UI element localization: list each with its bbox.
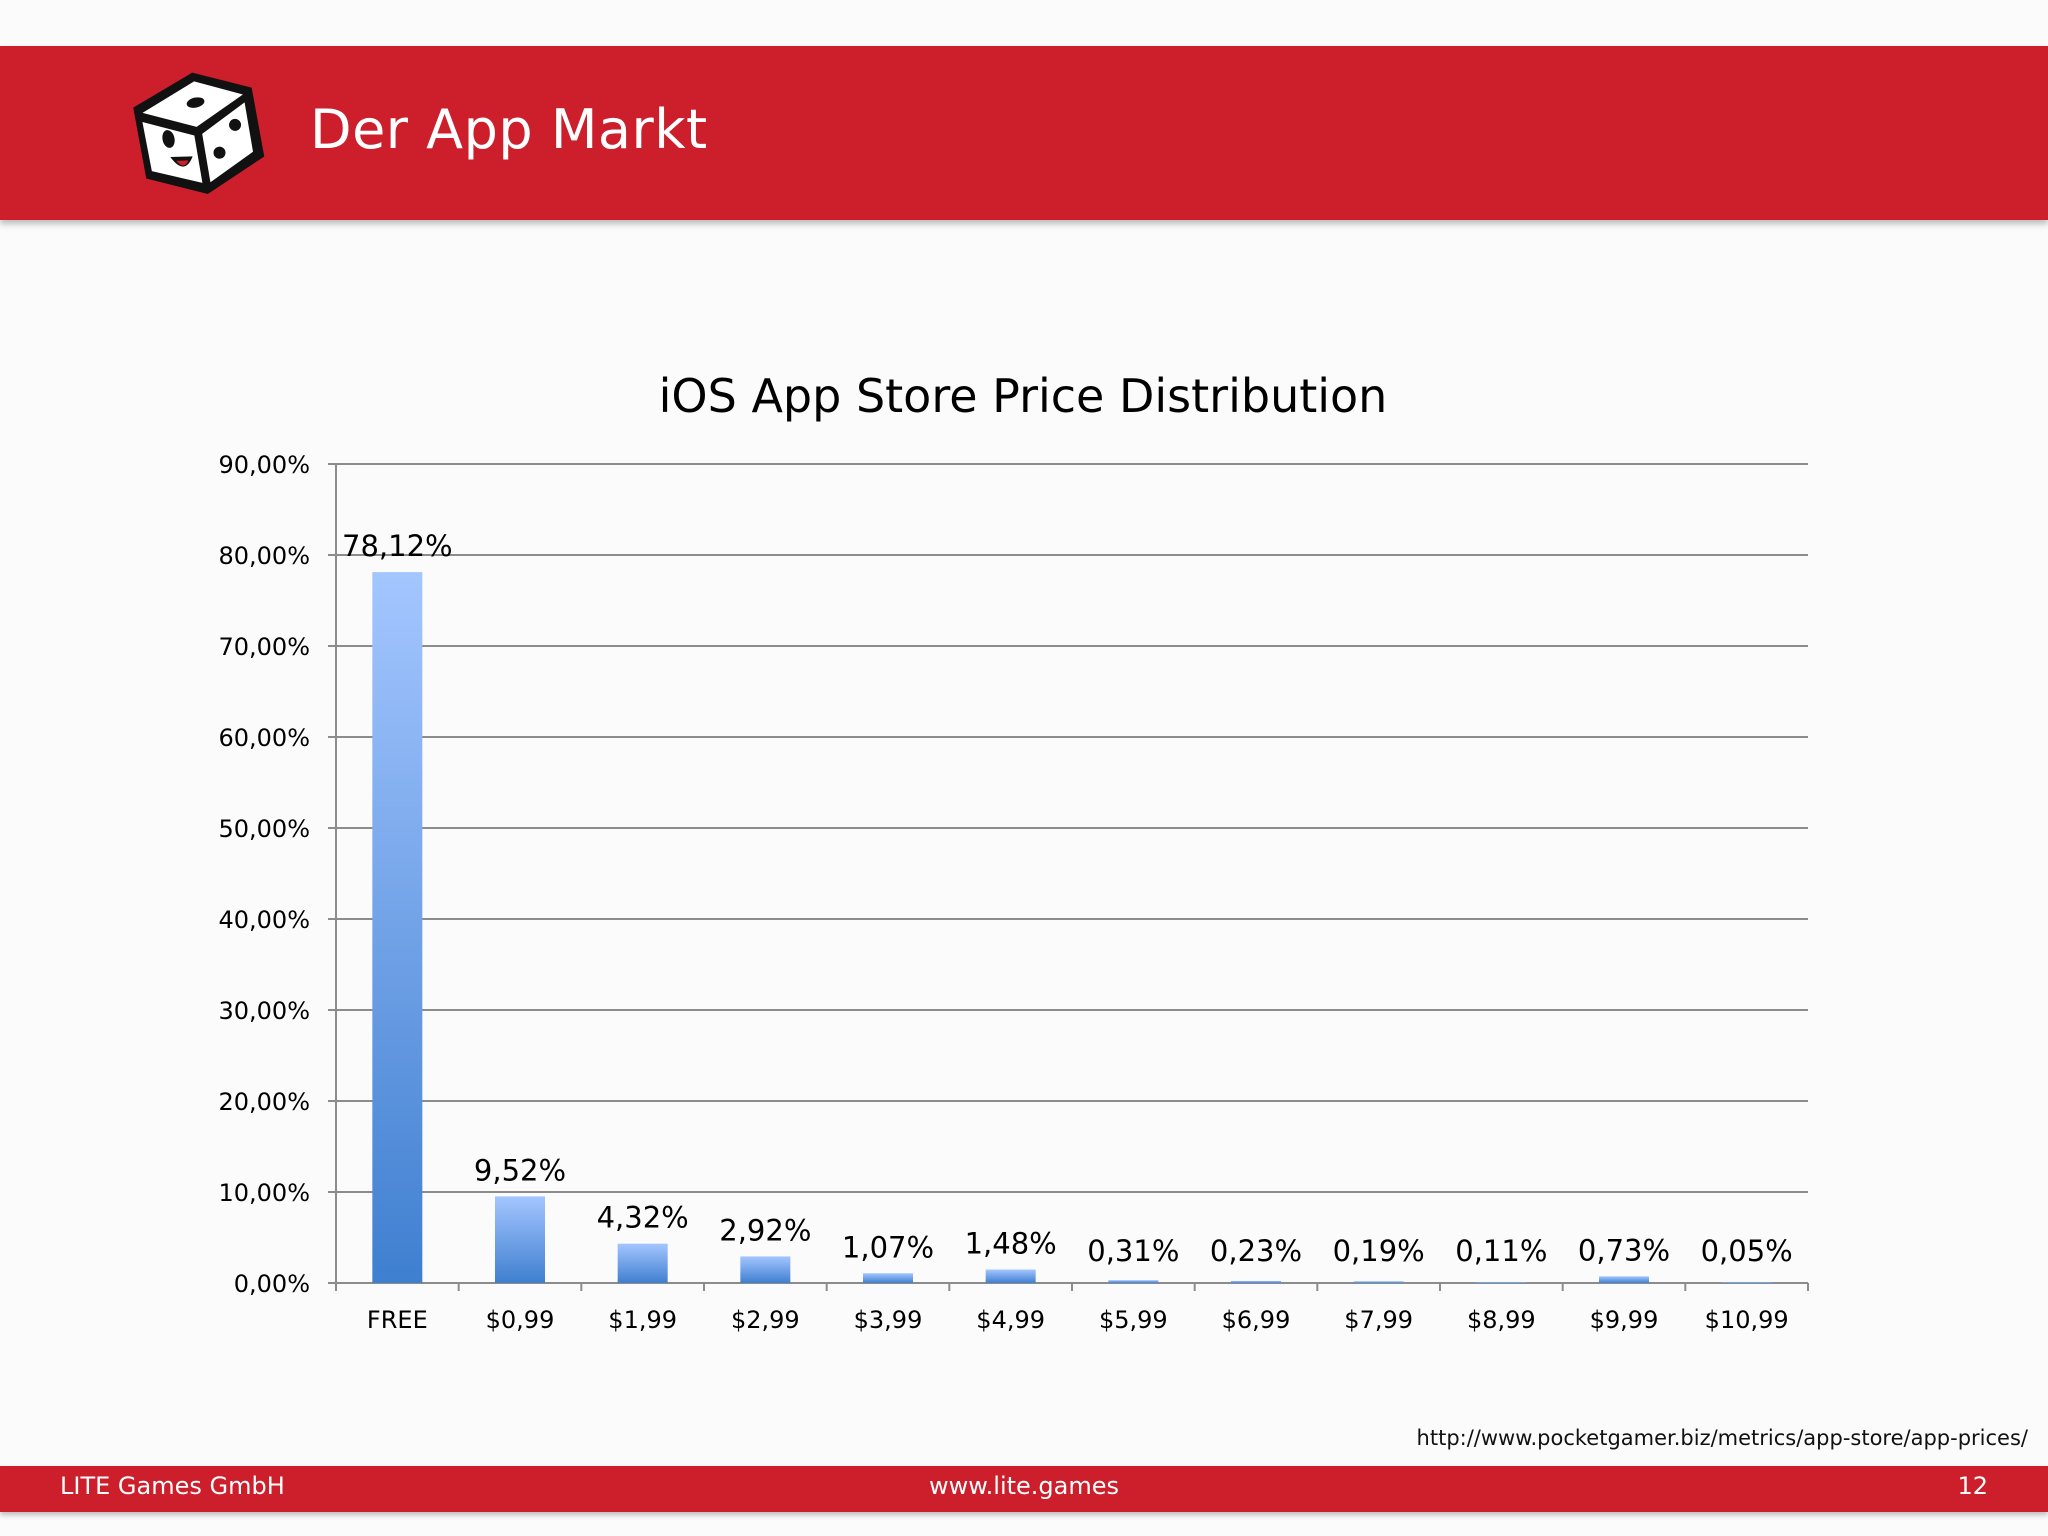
chart-title: iOS App Store Price Distribution (659, 369, 1388, 423)
data-label: 0,73% (1578, 1233, 1670, 1267)
x-tick-label: $3,99 (854, 1306, 923, 1334)
x-tick-label: $1,99 (608, 1306, 677, 1334)
y-tick-label: 40,00% (218, 906, 310, 934)
y-tick-label: 70,00% (218, 633, 310, 661)
source-link[interactable]: http://www.pocketgamer.biz/metrics/app-s… (1416, 1426, 2028, 1450)
y-tick-label: 20,00% (218, 1088, 310, 1116)
bar (1231, 1280, 1281, 1283)
data-label: 2,92% (719, 1213, 811, 1247)
x-tick-label: $10,99 (1705, 1306, 1789, 1334)
bar (740, 1256, 791, 1283)
y-tick-label: 80,00% (218, 542, 310, 570)
data-label: 0,19% (1333, 1234, 1425, 1268)
x-tick-label: $7,99 (1344, 1306, 1413, 1334)
data-label: 0,31% (1087, 1234, 1179, 1268)
bar (1108, 1280, 1159, 1283)
dice-logo-icon (133, 72, 265, 195)
data-label: 1,07% (842, 1230, 934, 1264)
data-label: 4,32% (597, 1201, 689, 1235)
y-tick-label: 10,00% (218, 1179, 310, 1207)
bar (495, 1196, 545, 1283)
x-tick-label: FREE (367, 1306, 428, 1334)
data-label: 0,05% (1701, 1234, 1793, 1268)
x-tick-label: $6,99 (1222, 1306, 1291, 1334)
slide-title: Der App Markt (310, 98, 708, 161)
x-tick-label: $2,99 (731, 1306, 800, 1334)
bar (1599, 1276, 1649, 1283)
footer-page-number: 12 (1957, 1472, 1988, 1500)
data-label: 0,11% (1455, 1234, 1547, 1268)
y-tick-label: 50,00% (218, 815, 310, 843)
footer-band (0, 1466, 2048, 1512)
bar (1353, 1281, 1404, 1283)
data-label: 78,12% (342, 529, 453, 563)
bar (863, 1273, 913, 1283)
x-tick-label: $8,99 (1467, 1306, 1536, 1334)
y-tick-label: 60,00% (218, 724, 310, 752)
header-band (0, 46, 2048, 220)
data-label: 0,23% (1210, 1234, 1302, 1268)
bar (1721, 1282, 1772, 1283)
y-tick-label: 90,00% (218, 451, 310, 479)
x-tick-label: $4,99 (976, 1306, 1045, 1334)
data-label: 9,52% (474, 1153, 566, 1187)
footer-company: LITE Games GmbH (60, 1472, 285, 1500)
x-tick-label: $5,99 (1099, 1306, 1168, 1334)
bar (985, 1269, 1036, 1283)
data-label: 1,48% (965, 1227, 1057, 1261)
y-tick-label: 0,00% (234, 1270, 310, 1298)
bar (372, 572, 423, 1283)
y-tick-label: 30,00% (218, 997, 310, 1025)
bar (617, 1243, 668, 1283)
x-tick-label: $0,99 (486, 1306, 555, 1334)
footer-website[interactable]: www.lite.games (928, 1472, 1120, 1500)
bar (1476, 1281, 1527, 1283)
x-tick-label: $9,99 (1590, 1306, 1659, 1334)
